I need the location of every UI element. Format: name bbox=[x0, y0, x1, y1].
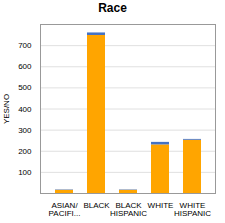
svg-text:ASIAN/PACIFI...: ASIAN/PACIFI... bbox=[49, 201, 81, 218]
svg-text:400: 400 bbox=[18, 105, 32, 114]
svg-text:BLACKHISPANIC: BLACKHISPANIC bbox=[110, 201, 147, 218]
html-text:Race: Race bbox=[98, 1, 127, 15]
svg-text:300: 300 bbox=[18, 126, 32, 135]
svg-text:600: 600 bbox=[18, 62, 32, 71]
svg-text:500: 500 bbox=[18, 83, 32, 92]
svg-text:BLACK: BLACK bbox=[83, 201, 110, 210]
svg-text:WHITEHISPANIC: WHITEHISPANIC bbox=[174, 201, 211, 218]
svg-text:200: 200 bbox=[18, 147, 32, 156]
svg-text:700: 700 bbox=[18, 41, 32, 50]
svg-text:100: 100 bbox=[18, 168, 32, 177]
svg-text:YES/NO: YES/NO bbox=[2, 94, 11, 124]
svg-text:WHITE: WHITE bbox=[148, 201, 174, 210]
